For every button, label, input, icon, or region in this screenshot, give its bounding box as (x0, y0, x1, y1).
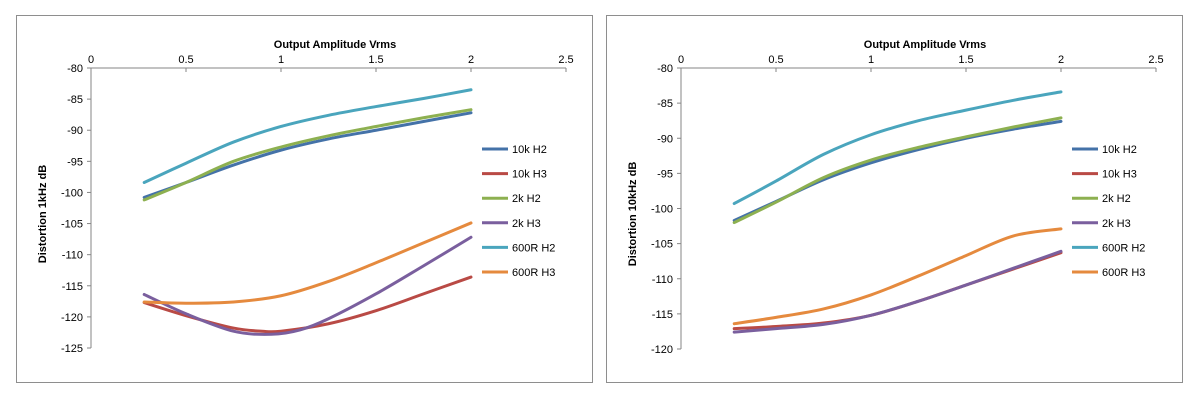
legend-label-600r-h3: 600R H3 (512, 267, 555, 279)
y-tick-label: -105 (61, 219, 83, 231)
y-tick-label: -105 (651, 239, 673, 251)
series-line-600r-h2 (142, 88, 473, 184)
x-tick-label: 1.5 (368, 54, 383, 66)
y-tick-label: -100 (651, 204, 673, 216)
y-tick-label: -125 (61, 343, 83, 355)
legend-label-10k-h2: 10k H2 (512, 144, 547, 156)
x-tick-label: 2.5 (1148, 54, 1163, 66)
legend-label-600r-h2: 600R H2 (1102, 242, 1145, 254)
y-tick-label: -95 (67, 156, 83, 168)
legend-label-600r-h3: 600R H3 (1102, 267, 1145, 279)
y-tick-label: -100 (61, 187, 83, 199)
y-tick-label: -115 (62, 281, 83, 293)
series-line-2k-h3 (732, 249, 1063, 334)
y-tick-label: -110 (62, 250, 83, 262)
chart-svg-1khz: Output Amplitude Vrms Distortion 1kHz dB… (37, 39, 574, 355)
legend-label-2k-h2: 2k H2 (1102, 193, 1131, 205)
x-tick-label: 0.5 (178, 54, 193, 66)
y-tick-label: -115 (652, 309, 673, 321)
legend-label-10k-h3: 10k H3 (1102, 169, 1137, 181)
series-line-600r-h3 (732, 227, 1063, 326)
y-tick-label: -95 (657, 168, 673, 180)
y-tick-label: -110 (652, 274, 673, 286)
y-tick-label: -120 (651, 344, 673, 356)
legend-label-2k-h2: 2k H2 (512, 193, 541, 205)
y-tick-label: -90 (657, 133, 673, 145)
series-line-10k-h2 (732, 119, 1063, 222)
y-axis-label: Distortion 10kHz dB (627, 162, 639, 267)
x-tick-label: 2.5 (558, 54, 573, 66)
x-tick-label: 0 (678, 54, 684, 66)
legend-label-600r-h2: 600R H2 (512, 242, 555, 254)
chart-panel-10khz: Output Amplitude Vrms Distortion 10kHz d… (606, 15, 1183, 383)
series-line-600r-h2 (732, 90, 1063, 206)
x-tick-label: 1 (868, 54, 874, 66)
y-tick-label: -80 (67, 63, 83, 75)
x-tick-label: 0.5 (768, 54, 783, 66)
series-line-2k-h2 (732, 116, 1063, 225)
chart-svg-10khz: Output Amplitude Vrms Distortion 10kHz d… (627, 39, 1164, 356)
x-tick-label: 2 (468, 54, 474, 66)
chart-title: Output Amplitude Vrms (864, 39, 986, 51)
y-tick-label: -90 (67, 125, 83, 137)
y-tick-label: -80 (657, 63, 673, 75)
chart-panel-1khz: Output Amplitude Vrms Distortion 1kHz dB… (16, 15, 593, 383)
chart-title: Output Amplitude Vrms (274, 39, 396, 51)
x-tick-label: 2 (1058, 54, 1064, 66)
legend-label-10k-h3: 10k H3 (512, 169, 547, 181)
y-tick-label: -85 (657, 98, 673, 110)
series-line-2k-h2 (142, 108, 473, 202)
x-tick-label: 1.5 (958, 54, 973, 66)
series-line-600r-h3 (142, 221, 473, 305)
y-tick-label: -120 (61, 312, 83, 324)
y-tick-label: -85 (67, 94, 83, 106)
legend-label-2k-h3: 2k H3 (512, 218, 541, 230)
x-tick-label: 0 (88, 54, 94, 66)
x-tick-label: 1 (278, 54, 284, 66)
series-line-2k-h3 (142, 235, 473, 336)
series-line-10k-h2 (142, 111, 473, 199)
legend-label-2k-h3: 2k H3 (1102, 218, 1131, 230)
y-axis-label: Distortion 1kHz dB (37, 165, 49, 263)
legend-label-10k-h2: 10k H2 (1102, 144, 1137, 156)
